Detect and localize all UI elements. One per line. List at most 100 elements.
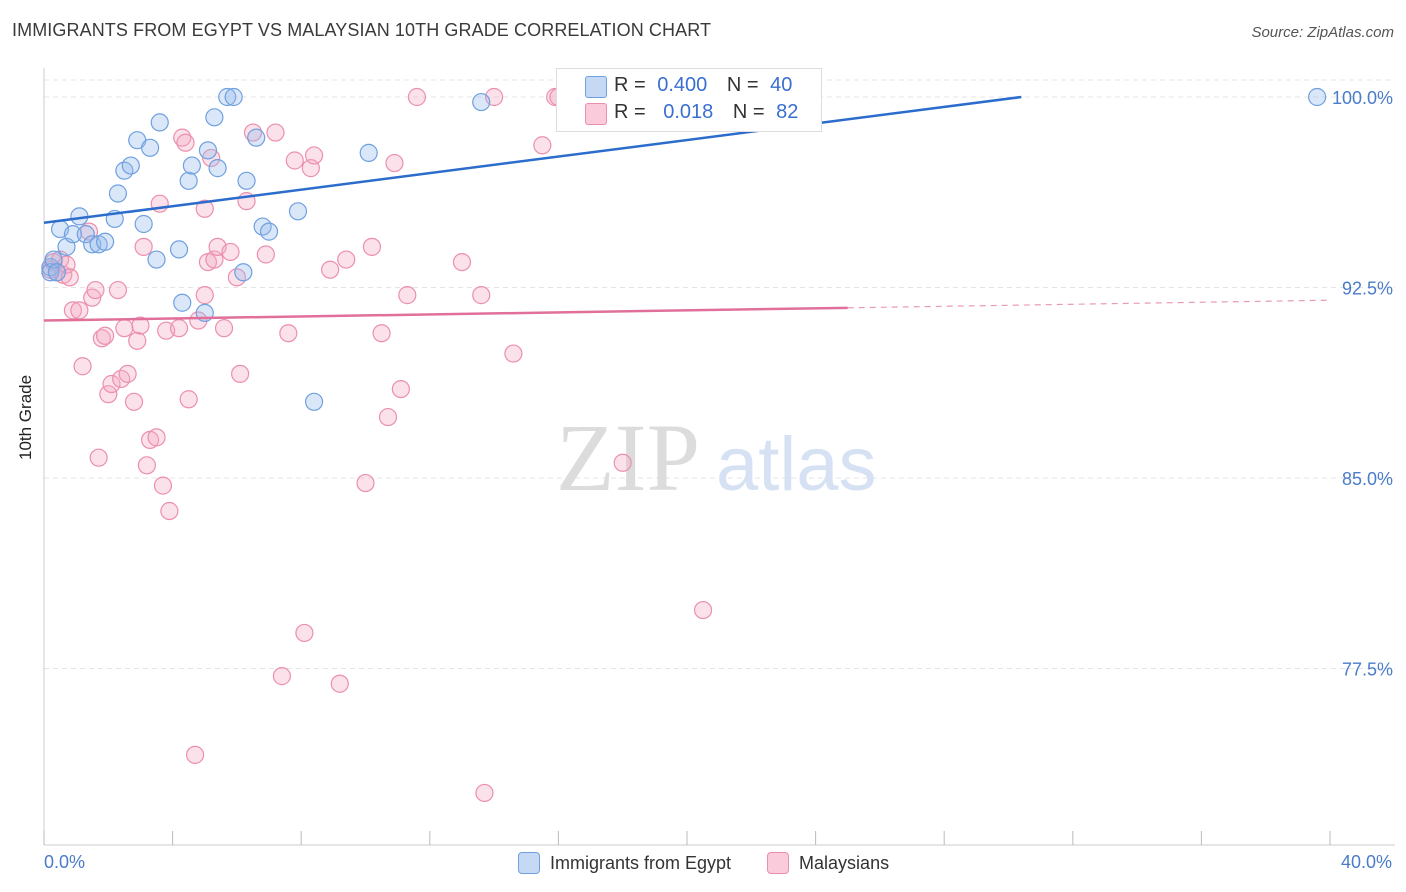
malaysians-point <box>108 280 128 300</box>
egypt-point <box>198 141 218 160</box>
y-tick-label: 92.5% <box>1342 279 1393 299</box>
egypt-point <box>134 214 153 234</box>
chart-title: IMMIGRANTS FROM EGYPT VS MALAYSIAN 10TH … <box>12 20 712 40</box>
legend-swatch-malaysians <box>767 852 790 874</box>
malaysians-point <box>304 146 324 165</box>
malaysians-point <box>102 374 121 394</box>
watermark: ZIP atlas <box>556 404 877 511</box>
malaysians-point <box>285 151 304 170</box>
malaysians-point <box>92 329 111 348</box>
x-tick-max: 40.0% <box>1340 852 1392 872</box>
egypt-point <box>179 171 198 190</box>
egypt-point <box>63 225 83 244</box>
malaysians-point <box>173 128 192 147</box>
legend-swatch-egypt <box>518 852 540 874</box>
malaysians-point <box>321 260 340 279</box>
malaysians-point <box>221 242 240 262</box>
malaysians-point <box>134 237 153 256</box>
egypt-point <box>472 92 491 112</box>
egypt-point <box>108 184 128 203</box>
stats-row-egypt: R = 0.400 N = 40 <box>614 74 792 97</box>
malaysians-point <box>613 453 632 472</box>
y-tick-label: 85.0% <box>1342 469 1393 489</box>
stats-r-value: 0.400 <box>657 74 708 96</box>
egypt-points <box>41 87 1327 411</box>
malaysians-point <box>472 286 491 305</box>
legend-label-malaysians: Malaysians <box>799 852 890 873</box>
stats-n-label: N = <box>726 74 759 96</box>
egypt-point <box>95 232 115 251</box>
malaysians-point <box>693 600 713 620</box>
malaysians-point <box>362 237 382 256</box>
malaysians-point <box>330 674 349 693</box>
malaysians-point <box>70 301 89 320</box>
malaysians-point <box>118 364 137 383</box>
malaysians-point <box>356 473 375 493</box>
stats-r-label: R = <box>614 101 646 123</box>
egypt-trend-line <box>43 95 1022 224</box>
malaysians-point <box>147 428 166 447</box>
malaysians-point <box>337 250 356 269</box>
egypt-point <box>47 263 66 282</box>
egypt-point <box>224 87 243 107</box>
malaysians-point <box>86 280 105 300</box>
trend-lines <box>43 95 1331 322</box>
stats-r-label: R = <box>614 74 646 96</box>
malaysians-point <box>131 316 150 335</box>
malaysians-point <box>256 245 275 264</box>
egypt-point <box>205 108 224 127</box>
legend-item-malaysians[interactable]: Malaysians <box>767 852 889 874</box>
stats-n-value: 40 <box>770 74 793 96</box>
stats-r-value: 0.018 <box>663 101 714 123</box>
malaysians-point <box>385 153 404 173</box>
malaysians-point <box>272 667 292 686</box>
egypt-point <box>234 263 253 282</box>
malaysians-point <box>533 136 552 155</box>
legend-item-egypt[interactable]: Immigrants from Egypt <box>518 852 731 874</box>
malaysians-point <box>128 331 147 350</box>
malaysians-point <box>73 357 92 376</box>
egypt-point <box>247 128 266 147</box>
malaysians-point <box>266 123 285 142</box>
malaysians-point <box>295 623 314 643</box>
malaysians-point <box>179 390 198 409</box>
legend: Immigrants from Egypt Malaysians <box>518 852 915 874</box>
malaysians-point <box>169 319 189 338</box>
malaysians-point <box>89 448 108 467</box>
stats-row-malaysians: R = 0.018 N = 82 <box>614 101 798 124</box>
source-label: Source: ZipAtlas.com <box>1251 24 1394 41</box>
axes <box>43 68 1395 846</box>
malaysians-point <box>378 407 398 427</box>
malaysians-point <box>391 380 410 399</box>
malaysians-point <box>99 385 118 404</box>
stats-n-value: 82 <box>776 101 799 123</box>
egypt-point <box>288 202 308 221</box>
egypt-point <box>140 138 160 157</box>
egypt-point <box>259 222 279 241</box>
malaysians-point <box>95 326 115 345</box>
malaysians-point <box>186 745 205 764</box>
malaysians-point <box>195 199 214 218</box>
malaysians-point <box>372 324 391 343</box>
malaysians-point <box>195 286 214 305</box>
malaysians-point <box>504 344 523 363</box>
egypt-point <box>147 250 166 269</box>
x-tick-min: 0.0% <box>44 852 86 872</box>
egypt-point <box>359 143 378 162</box>
egypt-point <box>208 159 227 178</box>
watermark-zip: ZIP <box>556 404 700 511</box>
y-tick-labels: 77.5% 85.0% 92.5% 100.0% <box>1332 88 1393 680</box>
egypt-point <box>173 293 192 312</box>
malaysians-point <box>243 123 263 142</box>
watermark-atlas: atlas <box>716 422 877 507</box>
malaysians-trend-extension <box>847 299 1331 309</box>
egypt-point <box>182 156 201 175</box>
egypt-point <box>304 392 324 411</box>
egypt-point <box>237 171 256 190</box>
malaysians-point <box>231 364 250 383</box>
egypt-point <box>1308 87 1327 107</box>
malaysians-point <box>115 319 134 338</box>
malaysians-trend-line <box>43 306 848 322</box>
y-tick-label: 100.0% <box>1332 88 1393 108</box>
